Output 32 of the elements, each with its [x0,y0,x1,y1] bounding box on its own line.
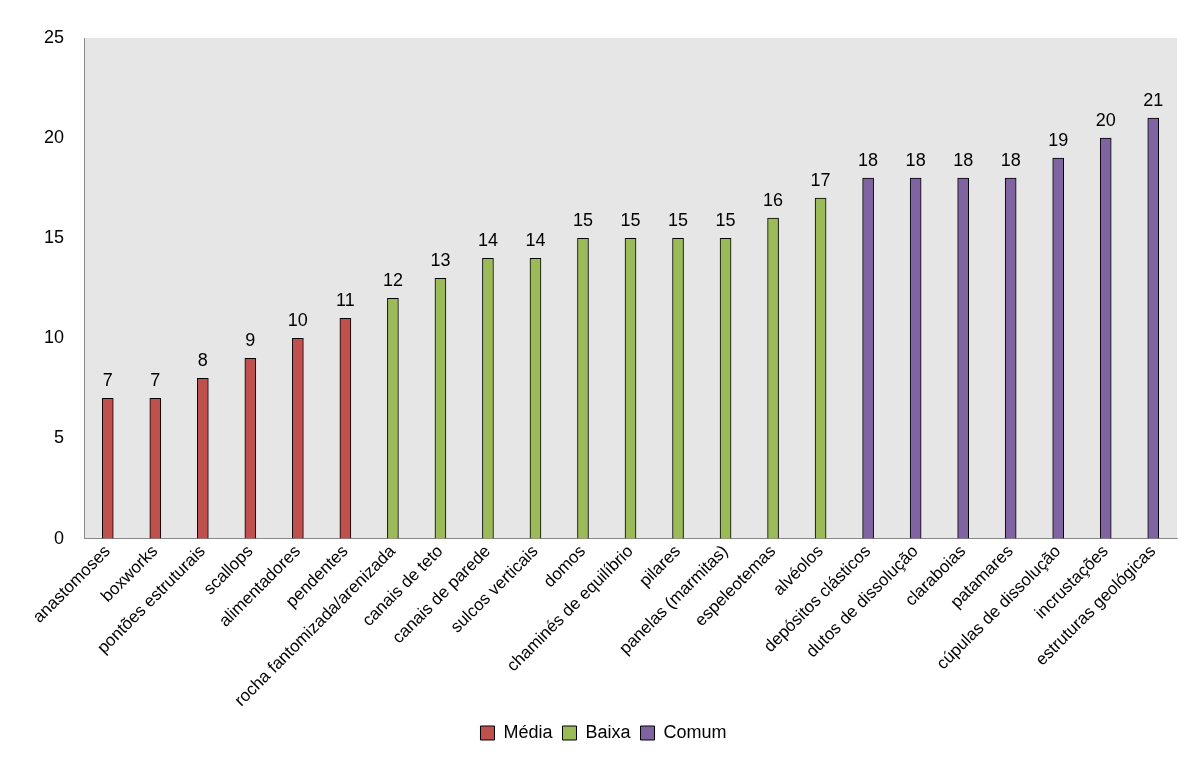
data-label: 15 [668,210,689,231]
y-tick-label: 10 [43,327,65,348]
data-label: 16 [763,190,784,211]
data-label: 14 [477,230,498,251]
data-label: 20 [1095,110,1116,131]
data-label: 8 [197,350,208,371]
data-label: 18 [905,150,926,171]
data-label: 7 [102,370,113,391]
data-label: 10 [287,310,308,331]
data-label: 14 [525,230,546,251]
y-tick-label: 5 [54,427,65,448]
data-label: 15 [715,210,736,231]
data-label: 18 [1000,150,1021,171]
data-label: 15 [620,210,641,231]
legend-label: Baixa [585,721,632,742]
data-label: 12 [382,270,403,291]
legend-label: Média [503,721,554,742]
data-label: 21 [1143,90,1164,111]
data-label: 7 [150,370,161,391]
data-label: 19 [1048,130,1069,151]
data-label: 17 [810,170,831,191]
y-tick-label: 15 [43,227,65,248]
y-tick-label: 0 [54,527,65,548]
y-tick-label: 20 [43,127,65,148]
y-tick-label: 25 [43,26,65,47]
data-label: 18 [858,150,879,171]
data-label: 9 [245,330,256,351]
data-label: 11 [336,290,355,311]
data-label: 18 [953,150,974,171]
data-label: 15 [572,210,594,231]
legend-label: Comum [663,721,727,742]
data-label: 13 [430,250,451,271]
